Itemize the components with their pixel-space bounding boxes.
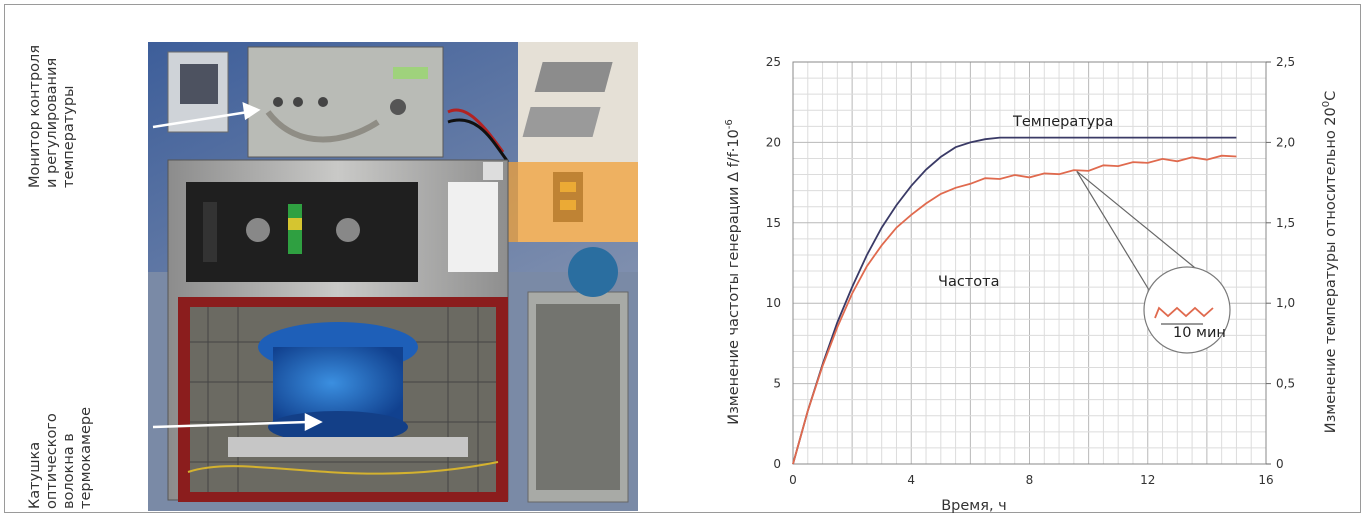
inset-circle: [1143, 266, 1231, 354]
y-axis-label: Изменение частоты генерации Δ f/f·10-6: [724, 119, 742, 425]
x-tick-label: 4: [907, 473, 915, 487]
y2-axis-label: Изменение температуры относительно 200С: [1321, 91, 1339, 434]
series-line-temperature: [792, 136, 1237, 465]
y2-tick-label: 0: [1276, 457, 1284, 471]
y2-tick-label: 2,0: [1276, 135, 1295, 149]
inset-magnifier: 10 мин: [1076, 170, 1231, 354]
series-line-frequency: [792, 154, 1237, 465]
x-tick-label: 16: [1258, 473, 1273, 487]
y2-tick-label: 1,0: [1276, 296, 1295, 310]
thermal-chamber-photo: [148, 42, 638, 511]
x-axis-label: Время, ч: [941, 498, 1007, 514]
y-tick-label: 0: [773, 457, 781, 471]
y-tick-label: 20: [766, 135, 781, 149]
y2-tick-label: 1,5: [1276, 216, 1295, 230]
y2-tick-label: 2,5: [1276, 55, 1295, 69]
y-tick-label: 15: [766, 216, 781, 230]
x-tick-label: 12: [1140, 473, 1155, 487]
x-tick-label: 8: [1026, 473, 1034, 487]
coil-label: Катушка оптического волокна в термокамер…: [27, 406, 94, 509]
plot-border: [792, 61, 1267, 465]
y-tick-label: 10: [766, 296, 781, 310]
frequency-series-label: Частота: [938, 274, 999, 290]
x-tick-label: 0: [789, 473, 797, 487]
inset-frequency-trace: [1154, 306, 1214, 319]
y-tick-label: 5: [773, 377, 781, 391]
axes: [792, 61, 1267, 465]
monitor-label: Монитор контроля и регулирования темпера…: [27, 44, 77, 188]
inset-connector: [1076, 171, 1150, 291]
temperature-series-label: Температура: [1012, 114, 1113, 130]
y-tick-label: 25: [766, 55, 781, 69]
y2-tick-label: 0,5: [1276, 377, 1295, 391]
series: [792, 136, 1237, 465]
inset-label: 10 мин: [1173, 325, 1226, 341]
figure-frame: [4, 4, 1361, 513]
